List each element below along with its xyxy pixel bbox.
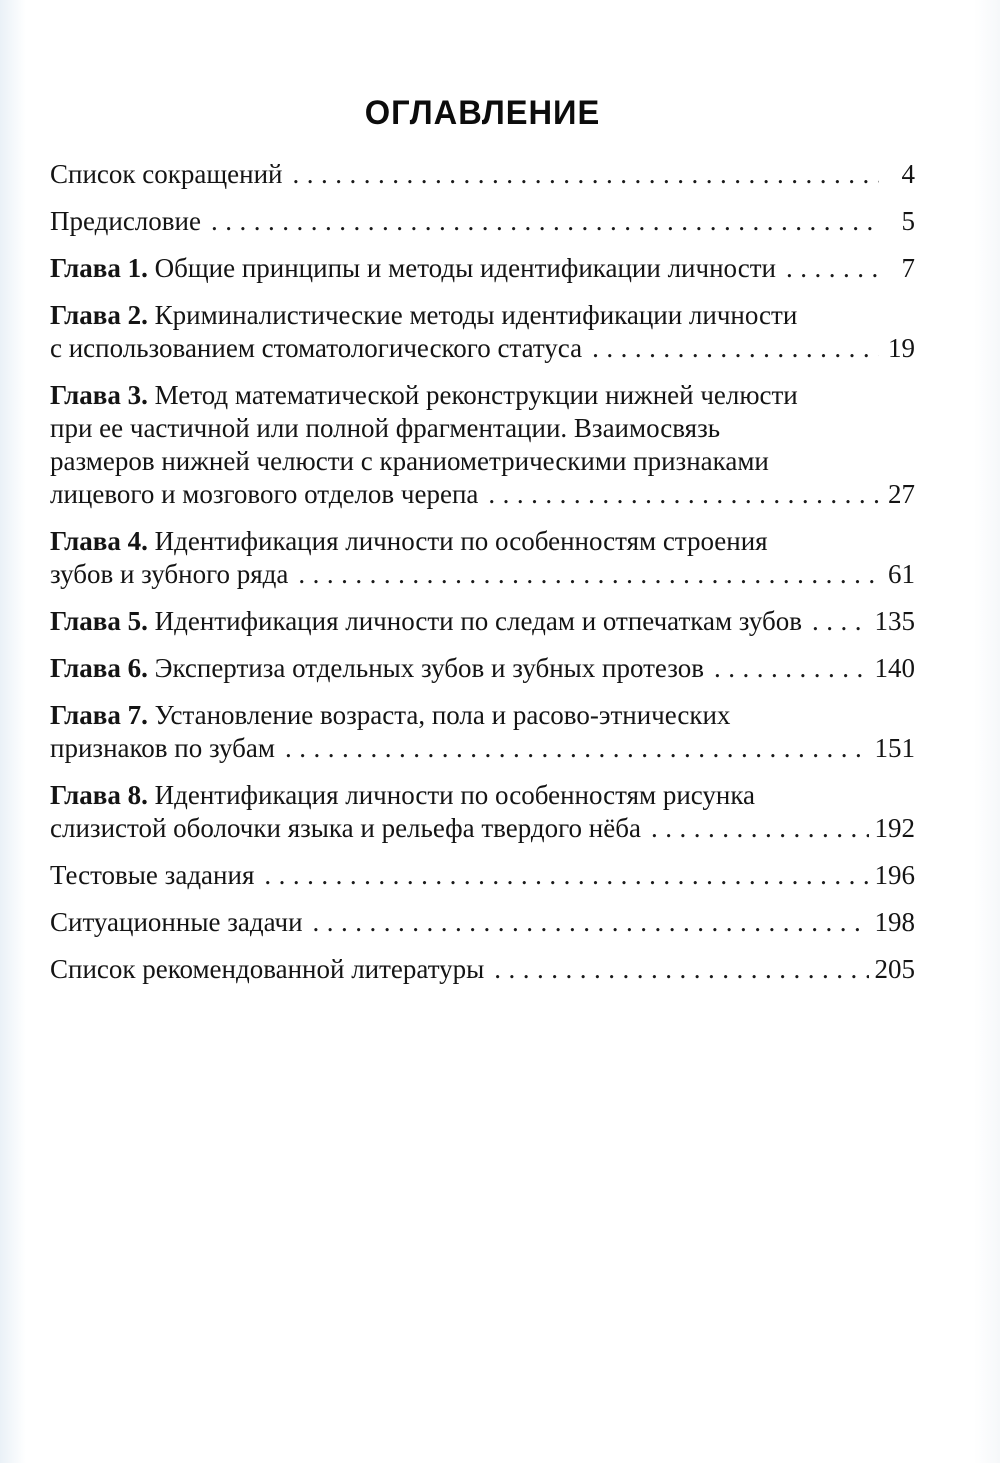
toc-entry-11: Тестовые задания........................… [50,859,915,892]
toc-line: лицевого и мозгового отделов черепа.....… [50,478,915,511]
dot-leader: ........................................… [312,907,869,937]
dot-leader: ........................................… [494,954,868,984]
page-number: 61 [888,559,915,589]
entry-text: Список сокращений [50,159,283,189]
entry-text: Глава 8. Идентификация личности по особе… [50,780,756,810]
entry-text: с использованием стоматологического стат… [50,333,583,363]
entry-text: Тестовые задания [50,860,255,890]
entry-text: Глава 7. Установление возраста, пола и р… [50,700,731,730]
entry-text: Список рекомендованной литературы [50,954,485,984]
dot-leader: ........................................… [292,159,879,189]
toc-entry-6: Глава 4. Идентификация личности по особе… [50,525,915,591]
toc-line: с использованием стоматологического стат… [50,332,915,365]
dot-leader: ........................................… [714,653,869,683]
dot-leader: ........................................… [210,206,879,236]
toc-line: зубов и зубного ряда....................… [50,558,915,591]
page-number: 205 [874,954,916,984]
toc-line: Глава 3. Метод математической реконструк… [50,379,915,412]
page-number: 198 [874,907,916,937]
entry-text: лицевого и мозгового отделов черепа [50,479,479,509]
page-number: 192 [874,813,916,843]
toc-line: размеров нижней челюсти с краниометричес… [50,445,915,478]
toc-line: Тестовые задания........................… [50,859,915,892]
page-number: 19 [888,333,915,363]
chapter-prefix: Глава 2. [50,300,155,330]
toc-entry-7: Глава 5. Идентификация личности по следа… [50,605,915,638]
toc-entry-9: Глава 7. Установление возраста, пола и р… [50,699,915,765]
entry-text: размеров нижней челюсти с краниометричес… [50,446,769,476]
entry-text: при ее частичной или полной фрагментации… [50,413,721,443]
toc-entry-13: Список рекомендованной литературы.......… [50,953,915,986]
dot-leader: ........................................… [264,860,869,890]
page-number: 4 [901,159,916,189]
toc-list: Список сокращений.......................… [50,158,915,986]
entry-text: Ситуационные задачи [50,907,303,937]
dot-leader: ........................................… [298,559,879,589]
toc-entry-3: Глава 1. Общие принципы и методы идентиф… [50,252,915,285]
dot-leader: ........................................… [592,333,879,363]
toc-line: Предисловие.............................… [50,205,915,238]
page-number: 151 [874,733,916,763]
page-number: 7 [901,253,916,283]
toc-line: Глава 2. Криминалистические методы идент… [50,299,915,332]
entry-text: зубов и зубного ряда [50,559,289,589]
toc-entry-4: Глава 2. Криминалистические методы идент… [50,299,915,365]
toc-line: Список сокращений.......................… [50,158,915,191]
toc-line: Глава 1. Общие принципы и методы идентиф… [50,252,915,285]
entry-text: признаков по зубам [50,733,275,763]
toc-entry-10: Глава 8. Идентификация личности по особе… [50,779,915,845]
page-number: 140 [874,653,916,683]
toc-line: Ситуационные задачи.....................… [50,906,915,939]
entry-text: Глава 1. Общие принципы и методы идентиф… [50,253,776,283]
page-title: ОГЛАВЛЕНИЕ [364,94,601,132]
chapter-prefix: Глава 4. [50,526,155,556]
chapter-prefix: Глава 5. [50,606,155,636]
dot-leader: ........................................… [650,813,869,843]
page-number: 196 [874,860,916,890]
entry-text: Глава 6. Экспертиза отдельных зубов и зу… [50,653,704,683]
toc-entry-1: Список сокращений.......................… [50,158,915,191]
toc-line: Список рекомендованной литературы.......… [50,953,915,986]
entry-text: Предисловие [50,206,201,236]
chapter-prefix: Глава 7. [50,700,155,730]
toc-line: Глава 7. Установление возраста, пола и р… [50,699,915,732]
entry-text: Глава 4. Идентификация личности по особе… [50,526,768,556]
page-number: 135 [874,606,916,636]
toc-line: признаков по зубам......................… [50,732,915,765]
page-number: 5 [901,206,916,236]
chapter-prefix: Глава 6. [50,653,155,683]
dot-leader: ........................................… [812,606,869,636]
entry-text: Глава 3. Метод математической реконструк… [50,380,798,410]
dot-leader: ........................................… [488,479,879,509]
toc-line: Глава 6. Экспертиза отдельных зубов и зу… [50,652,915,685]
entry-text: слизистой оболочки языка и рельефа тверд… [50,813,641,843]
chapter-prefix: Глава 8. [50,780,155,810]
toc-line: Глава 4. Идентификация личности по особе… [50,525,915,558]
chapter-prefix: Глава 1. [50,253,155,283]
toc-line: при ее частичной или полной фрагментации… [50,412,915,445]
entry-text: Глава 5. Идентификация личности по следа… [50,606,803,636]
toc-line: Глава 8. Идентификация личности по особе… [50,779,915,812]
toc-line: слизистой оболочки языка и рельефа тверд… [50,812,915,845]
dot-leader: ........................................… [785,253,879,283]
toc-line: Глава 5. Идентификация личности по следа… [50,605,915,638]
toc-entry-5: Глава 3. Метод математической реконструк… [50,379,915,511]
page-number: 27 [888,479,915,509]
dot-leader: ........................................… [285,733,869,763]
toc-entry-12: Ситуационные задачи.....................… [50,906,915,939]
toc-entry-8: Глава 6. Экспертиза отдельных зубов и зу… [50,652,915,685]
entry-text: Глава 2. Криминалистические методы идент… [50,300,798,330]
toc-entry-2: Предисловие.............................… [50,205,915,238]
chapter-prefix: Глава 3. [50,380,155,410]
